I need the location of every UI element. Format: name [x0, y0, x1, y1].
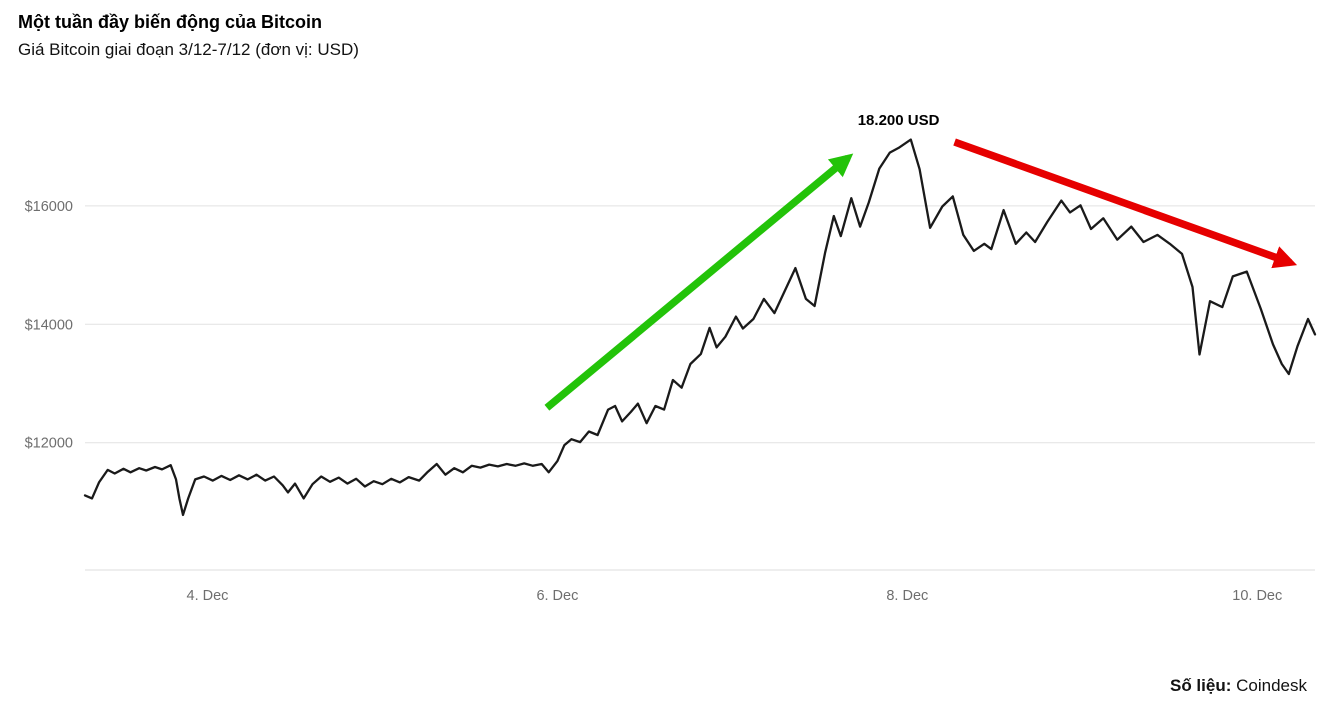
chart-title: Một tuần đầy biến động của Bitcoin — [18, 12, 322, 32]
x-tick-label: 10. Dec — [1232, 588, 1282, 604]
x-tick-label: 4. Dec — [187, 588, 229, 604]
data-source-name: Coindesk — [1236, 676, 1307, 695]
tick-layer: $12000 $14000 $16000 4. Dec 6. Dec 8. Dec 10. … — [25, 199, 1283, 604]
uptrend-arrow — [544, 153, 854, 411]
y-tick-label: $16000 — [25, 199, 73, 215]
data-source-label: Số liệu: — [1169, 676, 1232, 695]
y-tick-label: $14000 — [25, 317, 73, 333]
data-source: Số liệu: Coindesk — [1170, 676, 1307, 696]
series-layer — [83, 138, 1317, 517]
downtrend-arrow — [953, 138, 1298, 269]
x-tick-label: 6. Dec — [536, 588, 578, 604]
price-line — [83, 138, 1317, 517]
y-tick-label: $12000 — [25, 436, 73, 452]
peak-price-annotation: 18.200 USD — [858, 112, 940, 129]
chart-header: Một tuần đầy biến động của Bitcoin Giá B… — [18, 10, 359, 63]
arrow-layer — [544, 138, 1298, 411]
grid-layer — [85, 205, 1315, 571]
x-tick-label: 8. Dec — [886, 588, 928, 604]
chart-subtitle: Giá Bitcoin giai đoạn 3/12-7/12 (đơn vị:… — [18, 40, 359, 60]
